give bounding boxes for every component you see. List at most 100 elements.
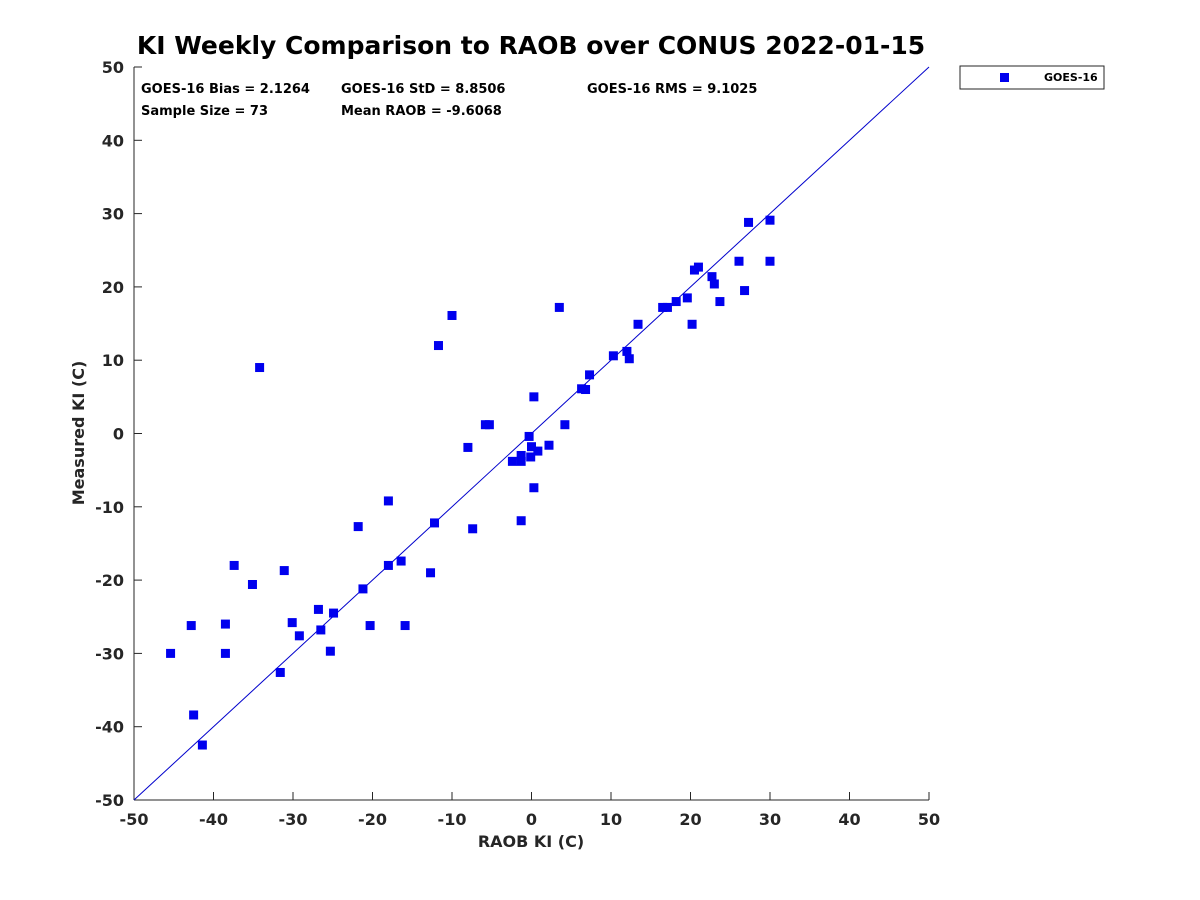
y-axis-label: Measured KI (C)	[69, 361, 88, 506]
data-point	[197, 740, 207, 750]
data-point	[715, 297, 725, 307]
data-point	[560, 420, 570, 430]
y-tick-label: -10	[95, 498, 124, 517]
legend: GOES-16	[959, 65, 1105, 90]
legend-label: GOES-16	[1044, 71, 1098, 84]
data-point	[554, 302, 564, 312]
data-point	[682, 293, 692, 303]
data-point	[526, 452, 536, 462]
data-point	[329, 608, 339, 618]
stat-bias: GOES-16 Bias = 2.1264	[141, 82, 310, 97]
data-points	[166, 215, 775, 750]
data-point	[316, 625, 326, 635]
data-point	[383, 560, 393, 570]
y-tick-label: -50	[95, 791, 124, 810]
x-tick-label: -50	[120, 810, 149, 829]
data-point	[740, 286, 750, 296]
stat-sample-size: Sample Size = 73	[141, 104, 268, 119]
data-point	[358, 584, 368, 594]
data-point	[229, 560, 239, 570]
data-point	[220, 619, 230, 629]
data-point	[687, 319, 697, 329]
data-point	[581, 385, 591, 395]
data-point	[447, 310, 457, 320]
y-axis-ticks: -50 -40 -30 -20 -10 0 10 20 30 40 50	[95, 58, 142, 810]
x-tick-label: -20	[358, 810, 387, 829]
data-point	[544, 440, 554, 450]
chart-title: KI Weekly Comparison to RAOB over CONUS …	[137, 31, 925, 60]
data-point	[463, 442, 473, 452]
stats-annotations: GOES-16 Bias = 2.1264 GOES-16 StD = 8.85…	[141, 82, 757, 119]
x-tick-label: -40	[199, 810, 228, 829]
data-point	[516, 450, 526, 460]
x-tick-label: 0	[526, 810, 537, 829]
data-point	[287, 618, 297, 628]
data-point	[608, 351, 618, 361]
data-point	[765, 215, 775, 225]
data-point	[524, 431, 534, 441]
stat-rms: GOES-16 RMS = 9.1025	[587, 82, 757, 97]
legend-box	[959, 65, 1105, 90]
data-point	[275, 667, 285, 677]
data-point	[529, 483, 539, 493]
y-tick-label: 50	[102, 58, 124, 77]
data-point	[709, 279, 719, 289]
data-point	[744, 217, 754, 227]
x-tick-label: 50	[918, 810, 940, 829]
y-tick-label: 20	[102, 278, 124, 297]
data-point	[507, 456, 517, 466]
data-point	[662, 302, 672, 312]
x-tick-label: 10	[600, 810, 622, 829]
data-point	[325, 646, 335, 656]
data-point	[533, 446, 543, 456]
data-point	[313, 604, 323, 614]
data-point	[353, 522, 363, 532]
data-point	[624, 354, 634, 364]
data-point	[622, 346, 632, 356]
stat-mean-raob: Mean RAOB = -9.6068	[341, 104, 502, 119]
data-point	[734, 256, 744, 266]
data-point	[430, 518, 440, 528]
data-point	[707, 272, 717, 282]
data-point	[279, 566, 289, 576]
data-point	[468, 524, 478, 534]
legend-marker-square	[1000, 73, 1009, 82]
data-point	[186, 621, 196, 631]
data-point	[433, 341, 443, 351]
data-point	[400, 621, 410, 631]
x-tick-label: 40	[838, 810, 860, 829]
y-tick-label: -20	[95, 571, 124, 590]
data-point	[294, 631, 304, 641]
x-tick-label: 20	[679, 810, 701, 829]
data-point	[516, 516, 526, 526]
data-point	[527, 442, 536, 452]
data-point	[693, 262, 703, 272]
data-point	[220, 648, 230, 658]
data-point	[247, 579, 257, 589]
data-point	[658, 302, 668, 312]
x-tick-label: -10	[438, 810, 467, 829]
x-tick-label: -30	[279, 810, 308, 829]
y-tick-label: 30	[102, 205, 124, 224]
data-point	[585, 370, 595, 380]
data-point	[765, 256, 775, 266]
data-point	[365, 621, 375, 631]
data-point	[189, 710, 199, 720]
stat-std: GOES-16 StD = 8.8506	[341, 82, 505, 97]
x-axis-ticks: -50 -40 -30 -20 -10 0 10 20 30 40 50	[120, 792, 940, 829]
y-tick-label: -40	[95, 718, 124, 737]
x-axis-label: RAOB KI (C)	[478, 832, 584, 851]
data-point	[396, 556, 406, 566]
x-tick-label: 30	[759, 810, 781, 829]
data-point	[426, 568, 436, 578]
y-tick-label: 0	[113, 425, 124, 444]
y-tick-label: 40	[102, 131, 124, 150]
data-point	[383, 496, 393, 506]
y-tick-label: -30	[95, 644, 124, 663]
data-point	[484, 420, 494, 430]
data-point	[255, 363, 265, 373]
y-tick-label: 10	[102, 351, 124, 370]
data-point	[529, 392, 539, 402]
